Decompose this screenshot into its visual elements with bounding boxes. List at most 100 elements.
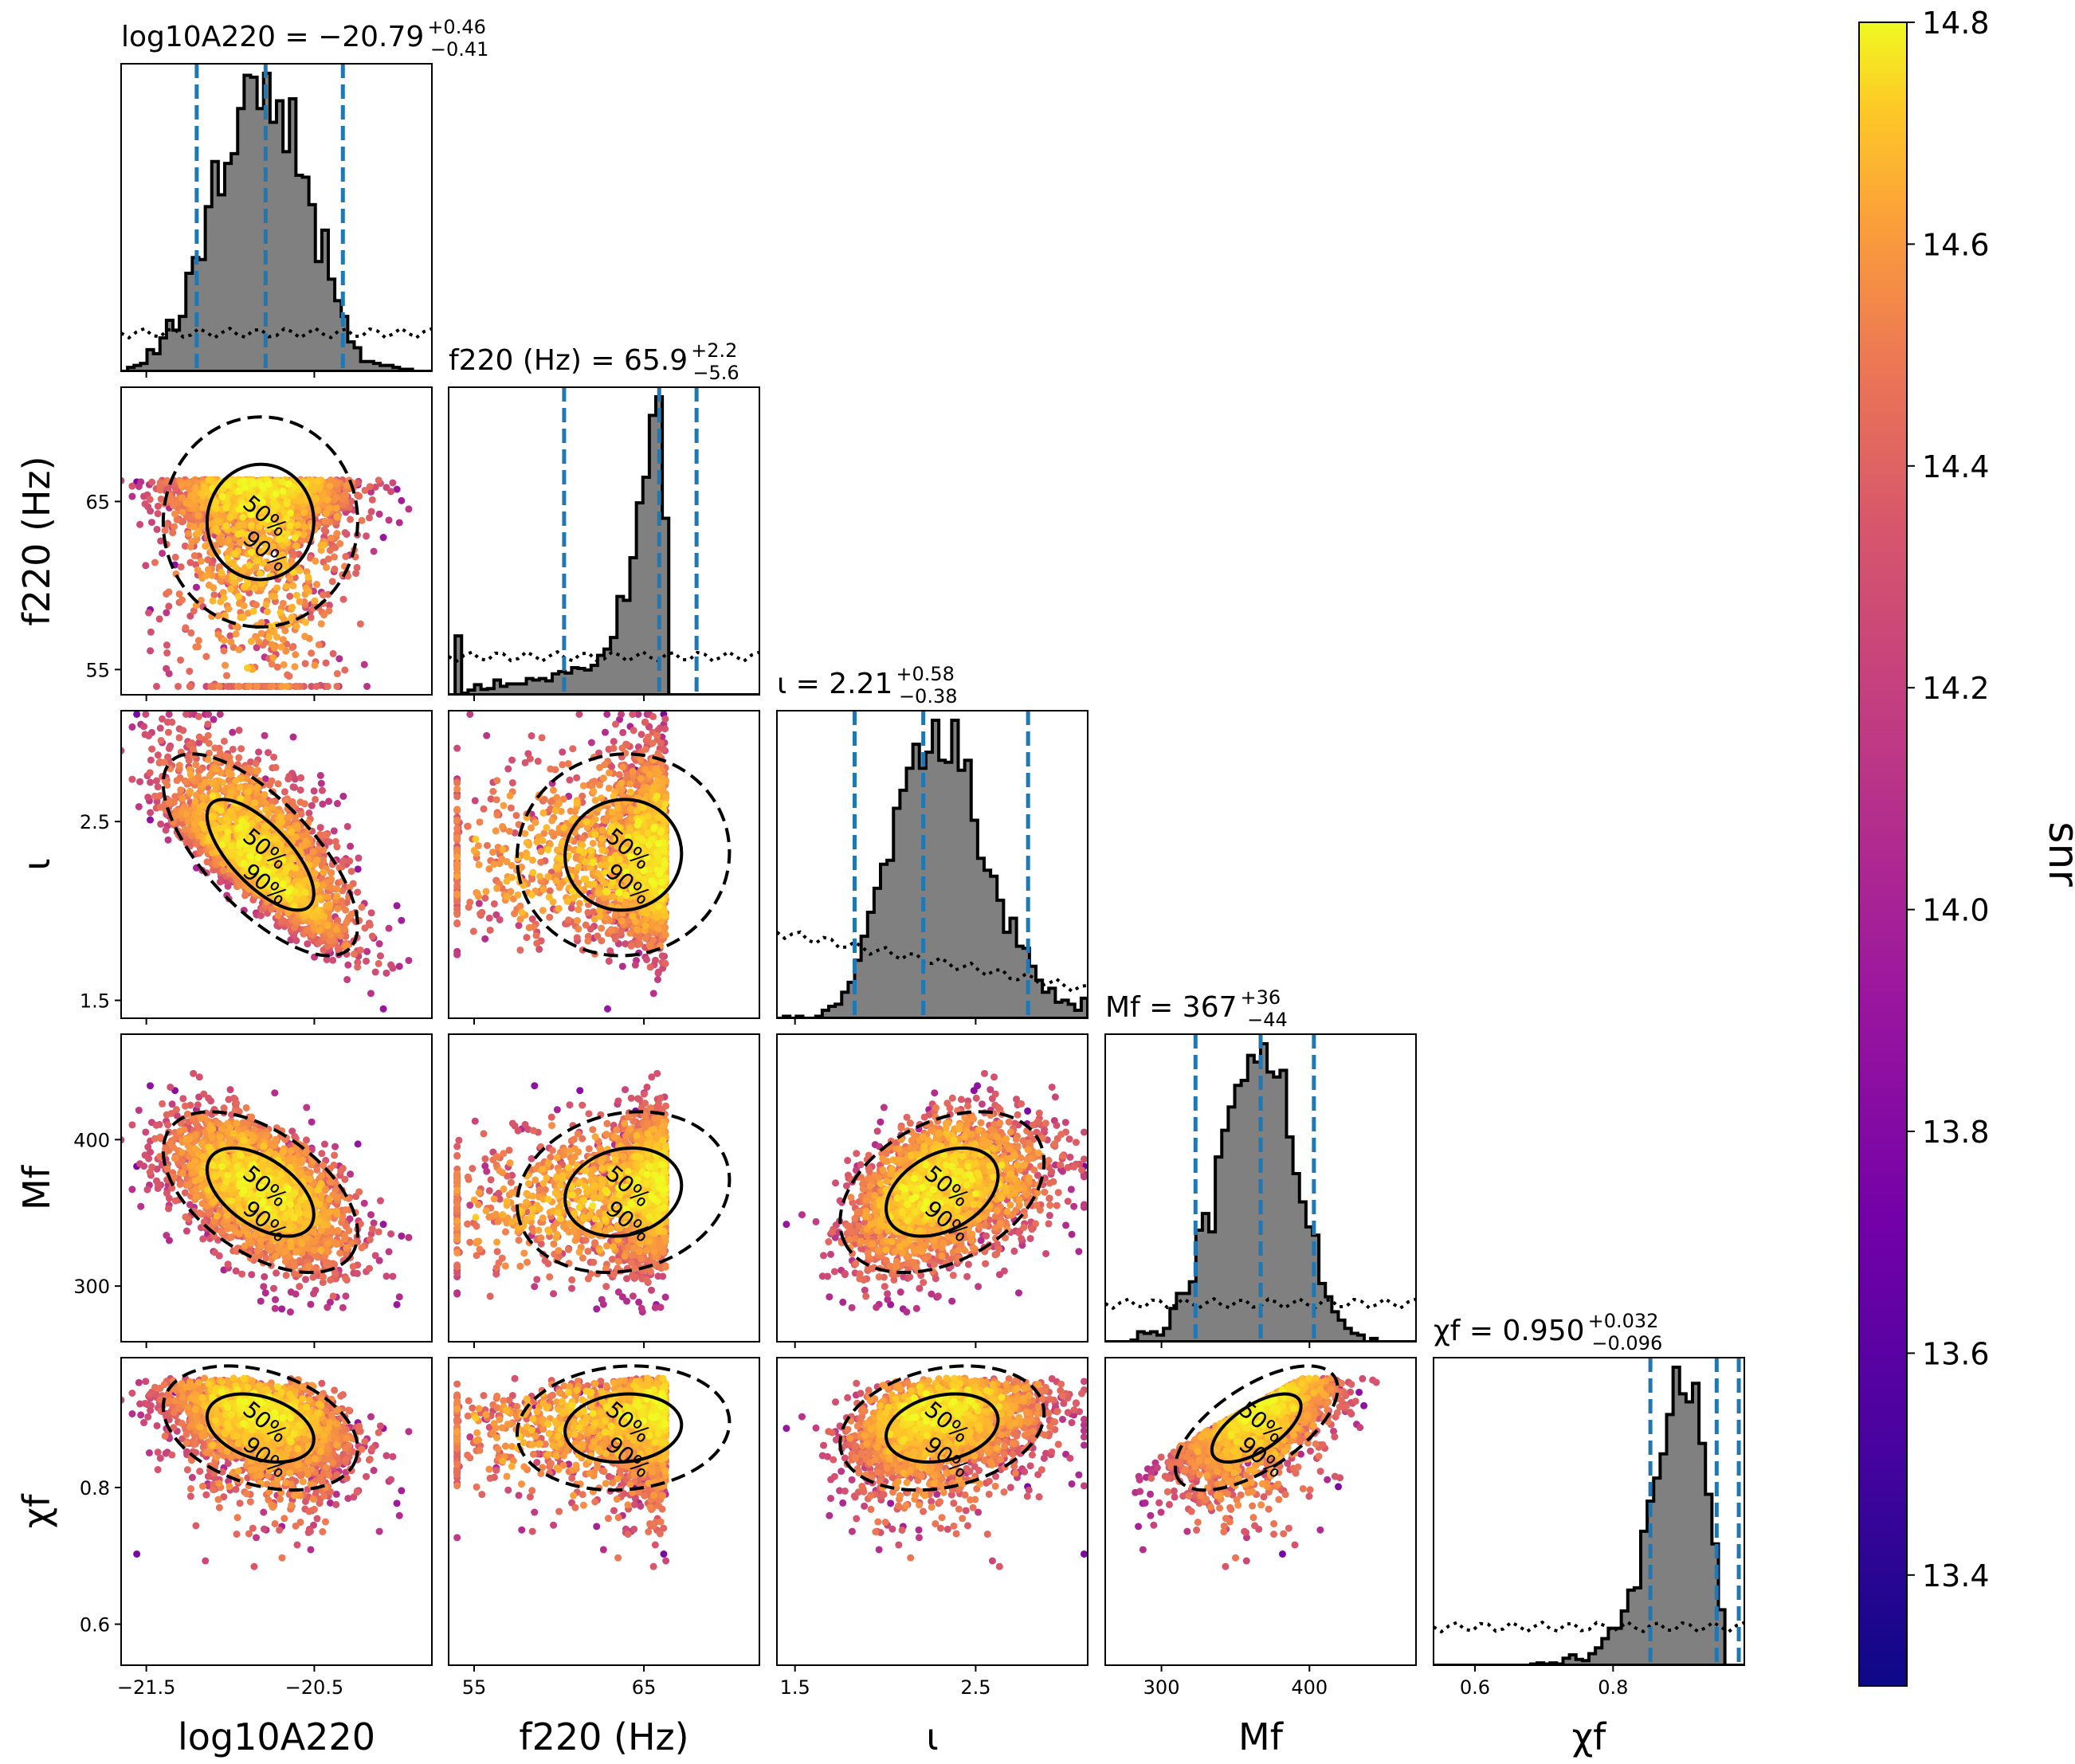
- sample-point: [262, 601, 270, 609]
- sample-point: [178, 494, 186, 502]
- sample-point: [279, 488, 287, 496]
- sample-point: [262, 546, 270, 554]
- sample-point: [352, 570, 360, 578]
- sample-point: [146, 769, 154, 777]
- sample-point: [249, 480, 257, 488]
- sample-point: [112, 491, 119, 498]
- sample-point: [186, 543, 194, 551]
- sample-point: [282, 798, 290, 806]
- sample-point: [311, 597, 319, 605]
- histogram: [121, 72, 432, 371]
- sample-point: [244, 664, 252, 672]
- sample-point: [291, 923, 299, 931]
- sample-point: [249, 607, 257, 615]
- sample-point: [304, 855, 312, 863]
- sample-point: [361, 486, 369, 494]
- posterior-title: f220 (Hz) = 65.9 +2.2 −5.6: [449, 339, 739, 384]
- sample-point: [303, 831, 311, 839]
- sample-point: [285, 672, 293, 680]
- sample-point: [157, 736, 165, 744]
- sample-point: [327, 534, 335, 542]
- sample-point: [320, 846, 328, 854]
- sample-point: [323, 831, 331, 839]
- sample-point: [165, 588, 173, 596]
- sample-point: [186, 682, 194, 690]
- sample-point: [265, 781, 273, 789]
- sample-point: [147, 756, 155, 764]
- sample-point: [213, 504, 221, 512]
- sample-point: [192, 761, 200, 769]
- sample-point: [276, 535, 284, 543]
- sample-point: [215, 682, 223, 690]
- sample-point: [262, 806, 270, 813]
- sample-point: [286, 522, 294, 530]
- histogram: [449, 395, 759, 695]
- sample-point: [333, 670, 341, 678]
- sample-point: [286, 574, 294, 582]
- sample-point: [163, 641, 171, 649]
- sample-point: [312, 581, 320, 589]
- sample-point: [198, 522, 206, 530]
- sample-point: [331, 553, 339, 561]
- sample-point: [265, 749, 273, 757]
- sample-point: [270, 628, 278, 636]
- sample-point: [355, 854, 363, 862]
- sample-point: [305, 809, 313, 817]
- sample-point: [269, 508, 277, 515]
- sample-point: [221, 611, 229, 619]
- sample-point: [314, 506, 322, 514]
- sample-point: [148, 745, 156, 753]
- sample-point: [353, 563, 361, 571]
- panel-frame: [448, 386, 760, 696]
- sample-point: [140, 723, 148, 731]
- sample-point: [277, 609, 284, 617]
- sample-point: [385, 924, 393, 932]
- sample-point: [347, 868, 355, 876]
- sample-point: [243, 580, 251, 588]
- sample-point: [316, 824, 324, 832]
- sample-point: [154, 510, 162, 518]
- sample-point: [168, 718, 176, 726]
- sample-point: [151, 792, 159, 800]
- sample-point: [363, 947, 371, 955]
- sample-point: [121, 476, 125, 484]
- sample-point: [379, 534, 387, 542]
- sample-point: [301, 660, 309, 668]
- sample-point: [294, 521, 302, 529]
- sample-point: [229, 745, 237, 753]
- sample-point: [136, 778, 144, 786]
- sample-point: [136, 520, 144, 528]
- sample-point: [165, 602, 173, 610]
- sample-point: [190, 490, 198, 498]
- sample-point: [232, 777, 240, 785]
- sample-point: [315, 641, 323, 649]
- sample-point: [346, 884, 354, 892]
- sample-point: [307, 613, 315, 621]
- sample-point: [284, 480, 292, 488]
- sample-point: [265, 480, 273, 488]
- sample-point: [193, 840, 201, 848]
- sample-point: [367, 990, 375, 998]
- sample-point: [304, 926, 312, 934]
- sample-point: [277, 566, 284, 574]
- sample-point: [210, 591, 218, 599]
- panel-iota-logA: 50%90%1.52.5: [80, 710, 433, 1025]
- sample-point: [163, 609, 171, 617]
- sample-point: [309, 604, 317, 612]
- sample-point: [216, 878, 224, 886]
- sample-point: [235, 754, 243, 762]
- sample-point: [141, 731, 149, 739]
- sample-point: [220, 737, 228, 745]
- sample-point: [237, 539, 245, 547]
- sample-point: [287, 509, 295, 517]
- sample-point: [371, 483, 379, 491]
- sample-point: [274, 780, 282, 788]
- sample-point: [202, 572, 210, 580]
- sample-point: [269, 543, 277, 551]
- sample-point: [340, 925, 348, 933]
- sample-point: [157, 820, 165, 828]
- sample-point: [135, 483, 143, 491]
- panel-logA-logA: log10A220 = −20.79 +0.46 −0.41: [120, 16, 488, 378]
- sample-point: [147, 647, 155, 655]
- sample-point: [343, 942, 351, 950]
